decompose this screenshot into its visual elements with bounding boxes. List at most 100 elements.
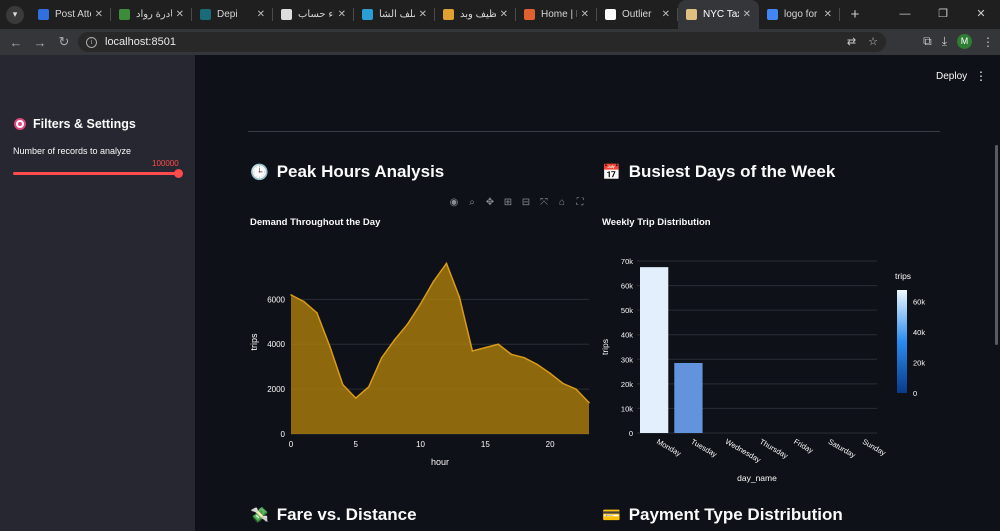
data-point (367, 386, 370, 388)
sidebar-title: Filters & Settings (13, 117, 136, 131)
tab-title: Outlier (622, 9, 652, 20)
tab-title: Home | Fr (541, 9, 577, 20)
tab-title: تنظيف وبد (460, 9, 496, 20)
tab-favicon-icon (686, 9, 697, 20)
main-content: Deploy ⋮ 🕒 Peak Hours Analysis Demand Th… (195, 55, 1000, 531)
records-slider-track[interactable] (13, 172, 178, 175)
pan-icon[interactable]: ✥ (485, 197, 495, 208)
tab-favicon-icon (281, 9, 292, 20)
data-point (342, 383, 344, 386)
data-point (303, 300, 305, 303)
data-point (588, 401, 590, 404)
colorbar-title: trips (895, 271, 911, 281)
browser-tab-bar: ▾ Post Atten✕مبادرة رواد✕Depi✕إنشاء حساب… (0, 0, 1000, 29)
weekly-trips-bar-chart[interactable]: 0 10k 20k 30k 40k 50k 60k 70k Monday Tuesday Wedne… (597, 245, 947, 490)
close-window-icon[interactable]: ✕ (976, 8, 986, 20)
address-bar: ← → ↻ i localhost:8501 ⇄ ☆ ⧉ ⤓ M ⋮ (0, 29, 1000, 55)
y-tick-label: 40k (621, 331, 633, 340)
tab-title: NYC Taxi T (703, 9, 739, 20)
tab-close-icon[interactable]: ✕ (580, 9, 589, 20)
tab-favicon-icon (38, 9, 49, 20)
peak-hours-heading: 🕒 Peak Hours Analysis (250, 162, 445, 181)
url-input[interactable]: i localhost:8501 ⇄ ☆ (78, 32, 886, 52)
camera-icon[interactable]: ◉ (449, 197, 459, 208)
download-icon[interactable]: ⤓ (941, 34, 947, 48)
colorbar-tick-label: 20k (913, 358, 925, 367)
data-point (510, 353, 513, 356)
translate-icon[interactable]: ⇄ (846, 36, 857, 48)
divider (248, 131, 940, 132)
deploy-button[interactable]: Deploy (936, 71, 968, 82)
fare-distance-heading: 💸 Fare vs. Distance (250, 505, 417, 524)
browser-tab[interactable]: الملف الشا✕ (354, 0, 435, 29)
browser-tab[interactable]: logo for d✕ (759, 0, 840, 29)
tab-close-icon[interactable]: ✕ (337, 9, 346, 20)
clock-icon: 🕒 (250, 164, 269, 181)
profile-avatar[interactable]: M (957, 34, 972, 49)
tab-search-icon[interactable]: ▾ (6, 5, 24, 24)
browser-tab[interactable]: Outlier ✕ (597, 0, 678, 29)
browser-tab[interactable]: Post Atten✕ (30, 0, 111, 29)
browser-menu-icon[interactable]: ⋮ (982, 34, 994, 49)
x-tick-label: Sunday (861, 437, 888, 458)
tab-close-icon[interactable]: ✕ (823, 9, 832, 20)
autoscale-icon[interactable]: ⤧ (540, 197, 548, 208)
data-point (290, 294, 292, 296)
extensions-icon[interactable]: ⧉ (923, 34, 932, 48)
tab-favicon-icon (443, 9, 454, 20)
fullscreen-icon[interactable]: ⛶ (576, 197, 584, 208)
data-point (432, 280, 435, 283)
home-icon[interactable]: ⌂ (558, 197, 566, 208)
x-axis-label: hour (431, 457, 449, 467)
zoom-out-icon[interactable]: ⊟ (521, 197, 531, 208)
new-tab-icon[interactable]: + (850, 6, 860, 23)
tab-close-icon[interactable]: ✕ (256, 9, 265, 20)
y-tick-label: 6000 (267, 295, 285, 304)
y-tick-label: 50k (621, 306, 633, 315)
tab-close-icon[interactable]: ✕ (94, 9, 103, 20)
credit-card-icon: 💳 (602, 507, 621, 524)
tab-close-icon[interactable]: ✕ (175, 9, 184, 20)
zoom-icon[interactable]: ⌕ (469, 197, 475, 208)
x-tick-label: 5 (354, 440, 359, 449)
tab-close-icon[interactable]: ✕ (661, 9, 670, 20)
reload-icon[interactable]: ↻ (58, 34, 70, 49)
area-fill (291, 263, 589, 434)
data-point (458, 296, 461, 298)
tab-close-icon[interactable]: ✕ (418, 9, 427, 20)
x-axis-label: day_name (737, 473, 777, 483)
tab-favicon-icon (362, 9, 373, 20)
bookmark-star-icon[interactable]: ☆ (868, 36, 878, 48)
browser-tab[interactable]: Depi ✕ (192, 0, 273, 29)
zoom-in-icon[interactable]: ⊞ (503, 197, 513, 208)
target-icon (14, 118, 26, 130)
browser-tab[interactable]: Home | Fr✕ (516, 0, 597, 29)
browser-tab[interactable]: تنظيف وبد✕ (435, 0, 516, 29)
restore-icon[interactable]: ❐ (938, 8, 948, 20)
minimize-icon[interactable]: — (899, 8, 911, 20)
browser-tab[interactable]: مبادرة رواد✕ (111, 0, 192, 29)
forward-icon[interactable]: → (33, 34, 47, 50)
tab-close-icon[interactable]: ✕ (742, 9, 751, 20)
y-axis-label: trips (249, 333, 259, 351)
peak-hours-area-chart[interactable]: 0 2000 4000 6000 0 5 10 15 20 hour trips (245, 240, 595, 470)
records-slider-handle[interactable] (174, 169, 183, 178)
site-info-icon[interactable]: i (86, 36, 97, 48)
app-menu-icon[interactable]: ⋮ (975, 69, 987, 83)
data-point (549, 372, 551, 375)
scrollbar[interactable] (995, 145, 998, 345)
data-point (445, 262, 448, 265)
x-tick-label: Saturday (827, 437, 858, 460)
data-point (497, 343, 500, 346)
data-point (354, 397, 357, 399)
x-tick-label: Monday (655, 437, 683, 458)
y-tick-label: 10k (621, 404, 633, 413)
browser-tab[interactable]: إنشاء حساب✕ (273, 0, 354, 29)
x-tick-label: 10 (416, 440, 425, 449)
tab-close-icon[interactable]: ✕ (499, 9, 508, 20)
back-icon[interactable]: ← (9, 34, 23, 50)
data-point (316, 312, 318, 314)
browser-tab[interactable]: NYC Taxi T✕ (678, 0, 759, 29)
tab-favicon-icon (200, 9, 211, 20)
y-tick-label: 70k (621, 257, 633, 266)
